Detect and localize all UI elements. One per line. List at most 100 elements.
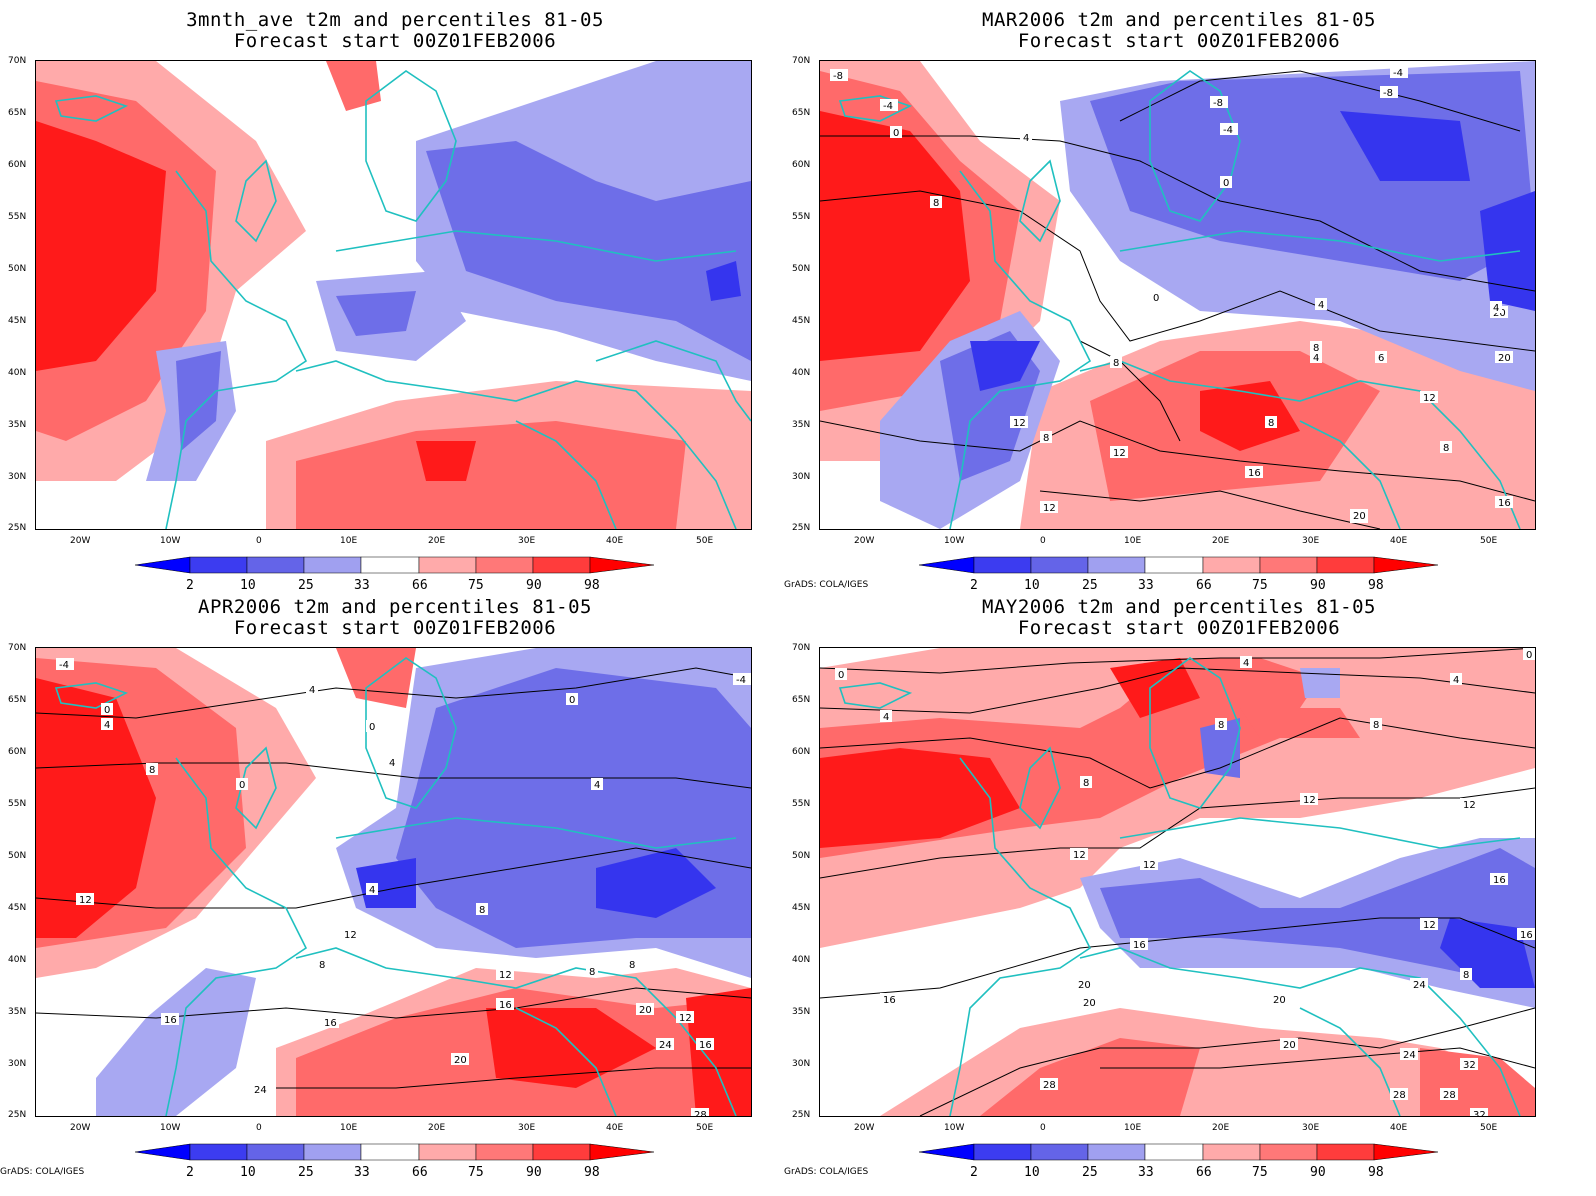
svg-text:20: 20	[639, 1005, 652, 1016]
cold-anomaly-region	[356, 858, 416, 908]
svg-text:-8: -8	[1383, 88, 1393, 99]
colorbar-label: 90	[1310, 578, 1326, 593]
colorbar-label: 25	[1082, 578, 1098, 593]
panel-title: MAY2006 t2m and percentiles 81-05	[982, 596, 1376, 618]
coastline	[1019, 159, 1061, 243]
warm-anomaly-region	[1200, 381, 1300, 451]
colorbar-label: 75	[1252, 1165, 1268, 1180]
colorbar-label: 66	[1196, 1165, 1212, 1180]
lat-label: 40N	[792, 955, 811, 965]
contour-label: 0	[1150, 291, 1162, 304]
svg-text:8: 8	[933, 198, 939, 209]
colorbar-label: 66	[412, 1165, 428, 1180]
isotherm-line	[820, 420, 1535, 502]
coastline	[515, 420, 617, 529]
contour-label: -4	[880, 99, 898, 112]
contour-label: -8	[830, 69, 848, 82]
contour-label: 4	[386, 756, 398, 769]
lat-label: 55N	[8, 212, 27, 222]
lat-label: 30N	[8, 472, 27, 482]
colorbar-label: 98	[1368, 1165, 1384, 1180]
isotherm-line	[36, 847, 751, 909]
lon-label: 0	[1040, 536, 1046, 546]
lat-label: 30N	[792, 1059, 811, 1069]
contour-label: 20	[1495, 351, 1513, 364]
contour-label: 12	[341, 928, 359, 941]
lat-label: 40N	[792, 368, 811, 378]
lon-label: 0	[1040, 1123, 1046, 1133]
colorbar-label: 2	[970, 1165, 978, 1180]
panel-subtitle: Forecast start 00Z01FEB2006	[1017, 30, 1341, 52]
grads-credit: GrADS: COLA/IGES	[784, 1167, 869, 1177]
contour-label: 12	[1460, 798, 1478, 811]
map-plot-area	[35, 60, 752, 530]
contour-label: 8	[146, 763, 158, 776]
contour-label: 4	[1450, 673, 1462, 686]
svg-text:12: 12	[1073, 850, 1086, 861]
isotherm-line	[820, 787, 1535, 879]
lon-label: 10W	[944, 1123, 965, 1133]
svg-text:32: 32	[1473, 1110, 1486, 1116]
contour-label: 16	[880, 993, 898, 1006]
colorbar-label: 66	[1196, 578, 1212, 593]
svg-text:24: 24	[659, 1040, 672, 1051]
contour-label: 16	[496, 998, 514, 1011]
coastline	[1149, 657, 1241, 809]
warm-anomaly-region	[686, 988, 751, 1116]
svg-text:28: 28	[1393, 1090, 1406, 1101]
svg-text:12: 12	[1303, 795, 1316, 806]
lat-label: 50N	[8, 264, 27, 274]
coastline	[595, 340, 751, 422]
colorbar-label: 10	[240, 1165, 256, 1180]
contour-label: 20	[1280, 1038, 1298, 1051]
coastline	[165, 757, 308, 1116]
colorbar-label: 2	[970, 578, 978, 593]
contour-label: 8	[1110, 356, 1122, 369]
svg-text:-4: -4	[736, 675, 746, 686]
lon-label: 10W	[160, 536, 181, 546]
colorbar-label: 75	[468, 578, 484, 593]
svg-text:-4: -4	[59, 660, 69, 671]
panel-title: MAR2006 t2m and percentiles 81-05	[982, 9, 1376, 31]
lon-label: 30E	[1302, 536, 1320, 546]
contour-label: 0	[566, 693, 578, 706]
svg-text:8: 8	[1373, 720, 1379, 731]
contour-label: 8	[1370, 718, 1382, 731]
colorbar-label: 25	[298, 1165, 314, 1180]
warm-anomaly-region	[36, 678, 156, 938]
lat-label: 25N	[8, 523, 27, 533]
lon-label: 40E	[1390, 536, 1408, 546]
contour-label: 0	[835, 668, 847, 681]
coastline	[365, 657, 457, 809]
warm-anomaly-region	[820, 111, 970, 361]
lat-label: 40N	[8, 368, 27, 378]
contour-label: 16	[321, 1016, 339, 1029]
lat-label: 70N	[792, 56, 811, 66]
contour-label: 12	[76, 893, 94, 906]
svg-text:12: 12	[1423, 393, 1436, 404]
svg-text:-4: -4	[1393, 68, 1403, 79]
svg-text:6: 6	[1378, 353, 1384, 364]
lat-label: 50N	[8, 851, 27, 861]
map-graphic: 0 4 4 8 8 8 12 12 12 12 16 16 12 16 20 20 20 24 28 24 28 32 28…	[820, 648, 1535, 1116]
lon-label: 20E	[1212, 536, 1230, 546]
lat-label: 25N	[8, 1110, 27, 1120]
svg-text:12: 12	[1143, 860, 1156, 871]
panel-title: APR2006 t2m and percentiles 81-05	[198, 596, 592, 618]
svg-text:4: 4	[389, 758, 395, 769]
svg-text:16: 16	[883, 995, 896, 1006]
contour-label: 12	[1300, 793, 1318, 806]
contour-label: 0	[1523, 648, 1535, 661]
svg-text:4: 4	[594, 780, 600, 791]
svg-text:0: 0	[838, 670, 844, 681]
coastline	[54, 95, 129, 122]
warm-anomaly-region	[486, 1008, 656, 1088]
contour-label: -4	[733, 673, 751, 686]
colorbar-label: 2	[186, 578, 194, 593]
svg-text:16: 16	[164, 1015, 177, 1026]
lon-label: 20W	[70, 536, 91, 546]
lat-label: 50N	[792, 264, 811, 274]
isotherm-line	[820, 917, 1535, 999]
map-panel-3month: 3mnth_ave t2m and percentiles 81-05 Fore…	[0, 0, 790, 598]
lat-label: 30N	[792, 472, 811, 482]
